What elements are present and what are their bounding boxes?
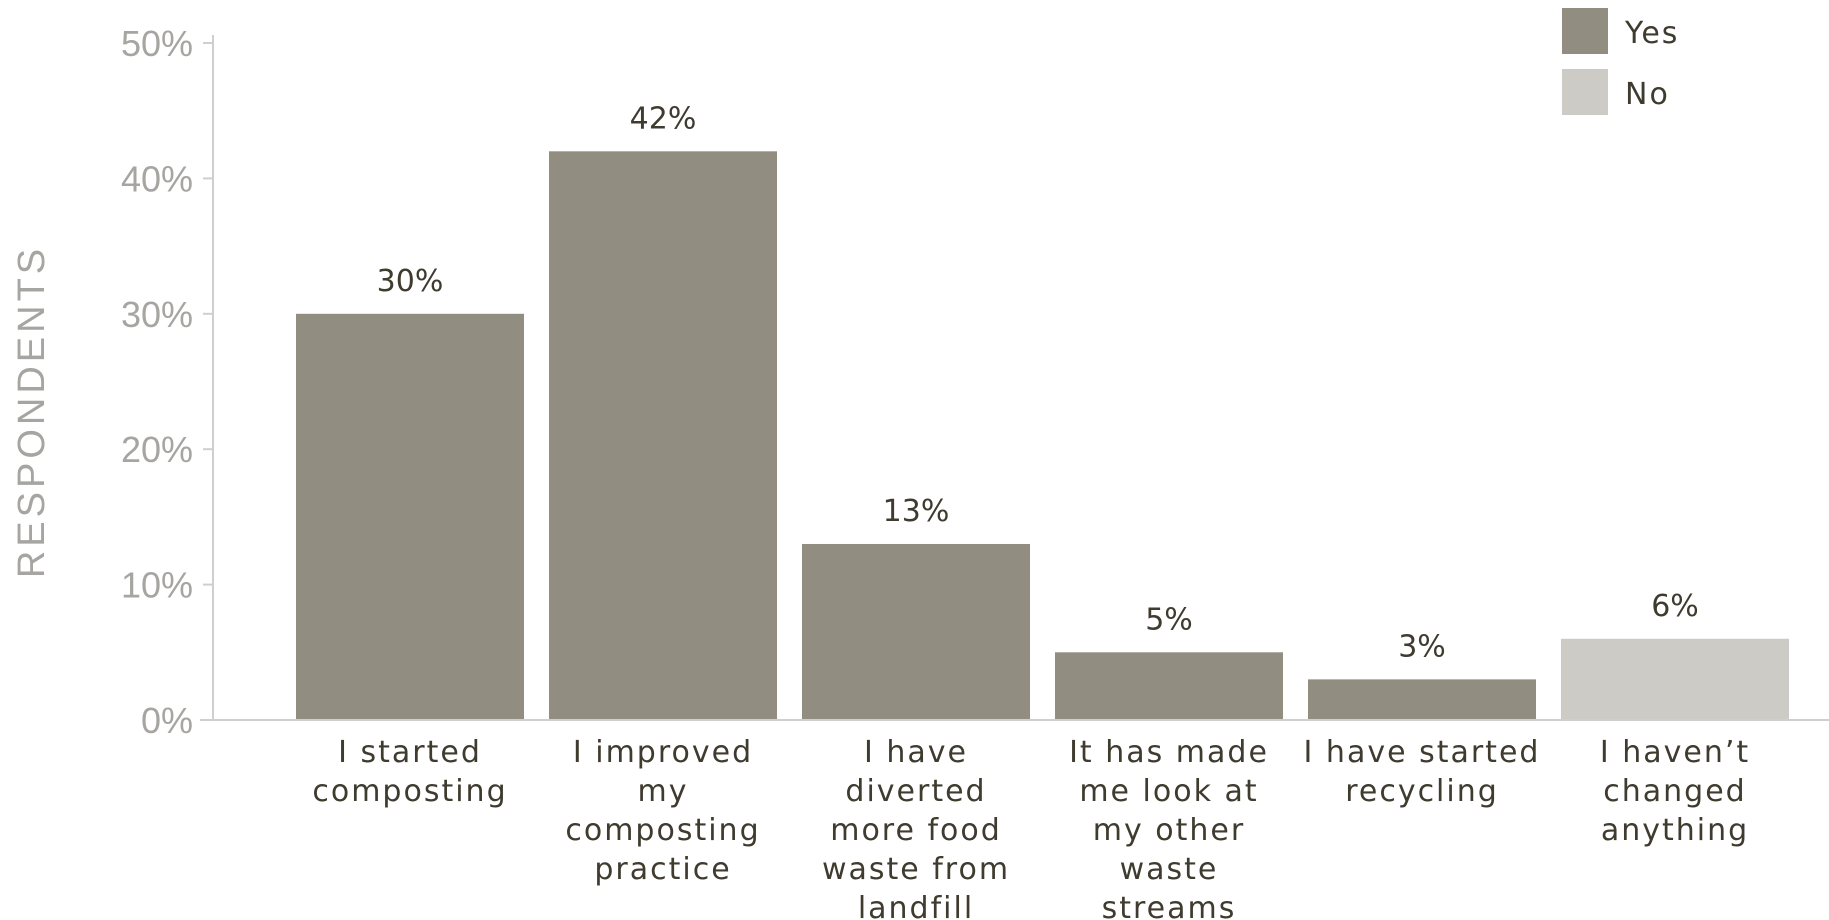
x-tick-label-line: anything bbox=[1601, 813, 1749, 848]
bar-value-label: 13% bbox=[883, 494, 950, 529]
bar bbox=[549, 151, 777, 720]
x-tick-label-line: my bbox=[638, 774, 689, 809]
y-tick-label: 40% bbox=[121, 158, 193, 199]
legend: Yes No bbox=[1562, 8, 1679, 115]
legend-swatch bbox=[1562, 8, 1608, 54]
y-tick-label: 0% bbox=[141, 700, 193, 741]
x-tick-label-line: streams bbox=[1102, 891, 1237, 920]
x-tick-label: I improved my composting practice bbox=[565, 735, 760, 887]
x-tick-label-line: me look at bbox=[1079, 774, 1258, 809]
x-tick-label-line: I started bbox=[338, 735, 482, 770]
x-tick-label: It has made me look at my other waste stream… bbox=[1069, 735, 1269, 920]
x-tick-label-line: my other bbox=[1093, 813, 1245, 848]
y-tick-label: 20% bbox=[121, 429, 193, 470]
bar-value-label: 30% bbox=[377, 264, 444, 299]
legend-swatch bbox=[1562, 69, 1608, 115]
x-tick-label: I have diverted more food waste from landfil… bbox=[822, 735, 1010, 920]
bar-value-label: 6% bbox=[1651, 589, 1699, 624]
x-tick-label-line: practice bbox=[594, 852, 731, 887]
x-tick-label-line: I have bbox=[864, 735, 968, 770]
y-axis: 0% 10% 20% 30% 40% 50% bbox=[121, 23, 214, 741]
bar bbox=[296, 313, 524, 720]
bar bbox=[802, 543, 1030, 720]
y-tick-label: 30% bbox=[121, 294, 193, 335]
x-tick-label-line: I improved bbox=[573, 735, 753, 770]
x-tick-label-line: changed bbox=[1603, 774, 1746, 809]
x-tick-label-line: waste from bbox=[822, 852, 1010, 887]
x-tick-label-line: I haven’t bbox=[1600, 735, 1750, 770]
x-tick-label: I have started recycling bbox=[1304, 735, 1541, 809]
x-axis: I started composting I improved my compostin… bbox=[200, 719, 1829, 920]
x-tick-label-line: diverted bbox=[845, 774, 986, 809]
bar-value-label: 3% bbox=[1398, 629, 1446, 664]
x-tick-label: I started composting bbox=[312, 735, 507, 809]
bar-value-label: 5% bbox=[1145, 602, 1193, 637]
bar bbox=[1308, 679, 1536, 720]
bar bbox=[1055, 652, 1283, 720]
legend-label: Yes bbox=[1624, 16, 1679, 51]
x-tick-label-line: It has made bbox=[1069, 735, 1269, 770]
bar bbox=[1561, 638, 1789, 720]
x-tick-label-line: recycling bbox=[1345, 774, 1499, 809]
y-axis-title: RESPONDENTS bbox=[11, 245, 53, 578]
x-tick-label-line: I have started bbox=[1304, 735, 1541, 770]
bars: 30% 42% 13% 5% 3% 6% bbox=[296, 101, 1789, 720]
x-tick-label-line: more food bbox=[830, 813, 1002, 848]
y-tick-label: 50% bbox=[121, 23, 193, 64]
legend-label: No bbox=[1625, 77, 1670, 112]
x-tick-label-line: composting bbox=[565, 813, 760, 848]
x-tick-label-line: landfill bbox=[858, 891, 974, 920]
x-tick-label-line: waste bbox=[1120, 852, 1219, 887]
x-tick-label: I haven’t changed anything bbox=[1600, 735, 1750, 848]
bar-value-label: 42% bbox=[630, 101, 697, 136]
x-tick-label-line: composting bbox=[312, 774, 507, 809]
y-tick-label: 10% bbox=[121, 565, 193, 606]
